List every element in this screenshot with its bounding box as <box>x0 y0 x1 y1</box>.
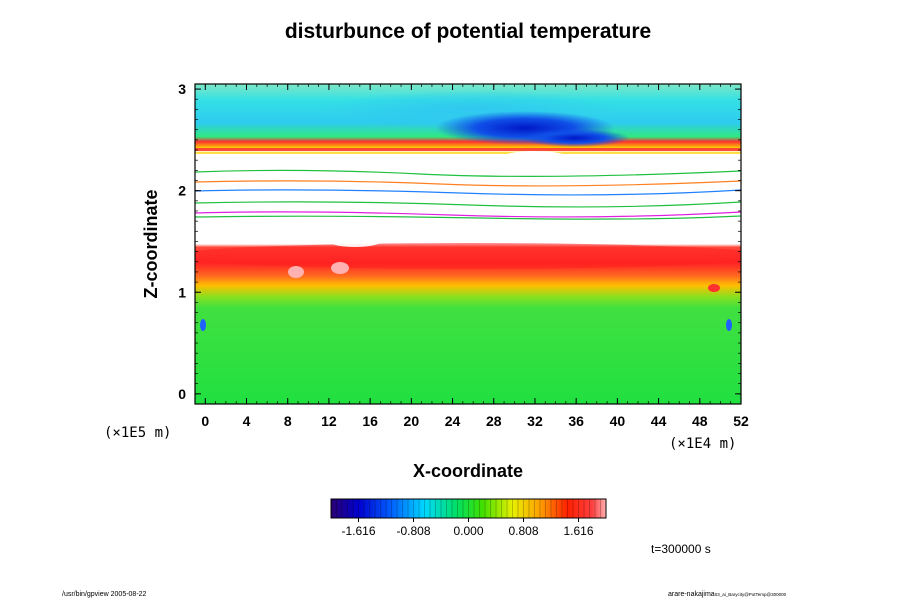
x-unit-label: (×1E4 m) <box>669 436 736 452</box>
footer-right-main: arare-nakajima <box>668 591 715 598</box>
colorbar-tick-label: 1.616 <box>563 524 593 538</box>
x-tick-label: 20 <box>404 413 420 429</box>
hot-spot-2 <box>331 262 349 274</box>
colorbar: -1.616 -0.808 0.000 0.808 1.616 <box>330 498 607 538</box>
heatmap-field <box>195 84 741 404</box>
positive-streak-2 <box>195 152 741 154</box>
undefined-patch-2 <box>505 151 565 161</box>
y-tick-label: 2 <box>178 183 186 199</box>
x-tick-label: 8 <box>284 413 292 429</box>
y-tick-label: 0 <box>178 386 186 402</box>
x-tick-label: 48 <box>692 413 708 429</box>
x-tick-label: 40 <box>610 413 626 429</box>
x-tick-label: 4 <box>243 413 251 429</box>
colorbar-tick-label: -0.808 <box>396 524 430 538</box>
x-tick-label: 28 <box>486 413 502 429</box>
x-tick-label: 16 <box>362 413 378 429</box>
y-axis: 0 1 2 3 <box>178 81 741 402</box>
x-tick-label: 0 <box>201 413 209 429</box>
positive-band-core <box>195 243 741 269</box>
x-axis-title: X-coordinate <box>413 461 523 481</box>
x-tick-label: 52 <box>733 413 749 429</box>
footer-right-small: 03_ai_Barycity@PotTemp@300000 <box>715 592 787 597</box>
footer-right: arare-nakajima03_ai_Barycity@PotTemp@300… <box>668 591 787 598</box>
streak-lines <box>195 169 741 220</box>
y-unit-label: (×1E5 m) <box>104 425 171 441</box>
colorbar-ticks: -1.616 -0.808 0.000 0.808 1.616 <box>341 518 594 538</box>
plot-frame <box>194 83 742 405</box>
x-tick-label: 24 <box>445 413 461 429</box>
edge-spot-right <box>726 319 732 331</box>
colorbar-segments <box>336 499 601 518</box>
colorbar-tick-label: -1.616 <box>341 524 375 538</box>
positive-streak <box>195 148 741 151</box>
x-tick-label: 36 <box>568 413 584 429</box>
x-tick-label: 44 <box>651 413 667 429</box>
y-axis-title: Z-coordinate <box>141 189 161 298</box>
colorbar-tick-label: 0.808 <box>508 524 538 538</box>
chart-title: disturbunce of potential temperature <box>285 20 651 43</box>
hot-spot-3 <box>708 284 720 292</box>
colorbar-tick-label: 0.000 <box>453 524 483 538</box>
x-tick-label: 12 <box>321 413 337 429</box>
edge-spot-left <box>200 319 206 331</box>
hot-spot-1 <box>288 266 304 278</box>
time-label: t=300000 s <box>651 542 711 556</box>
x-tick-label: 32 <box>527 413 543 429</box>
negative-region-tail <box>520 129 630 147</box>
y-tick-label: 3 <box>178 81 186 97</box>
x-axis: 0 4 8 12 16 20 24 28 32 36 40 44 48 52 <box>194 84 749 429</box>
undefined-intrusion <box>327 233 383 247</box>
y-tick-label: 1 <box>178 284 186 300</box>
footer-left: /usr/bin/gpview 2005-08-22 <box>62 591 147 598</box>
